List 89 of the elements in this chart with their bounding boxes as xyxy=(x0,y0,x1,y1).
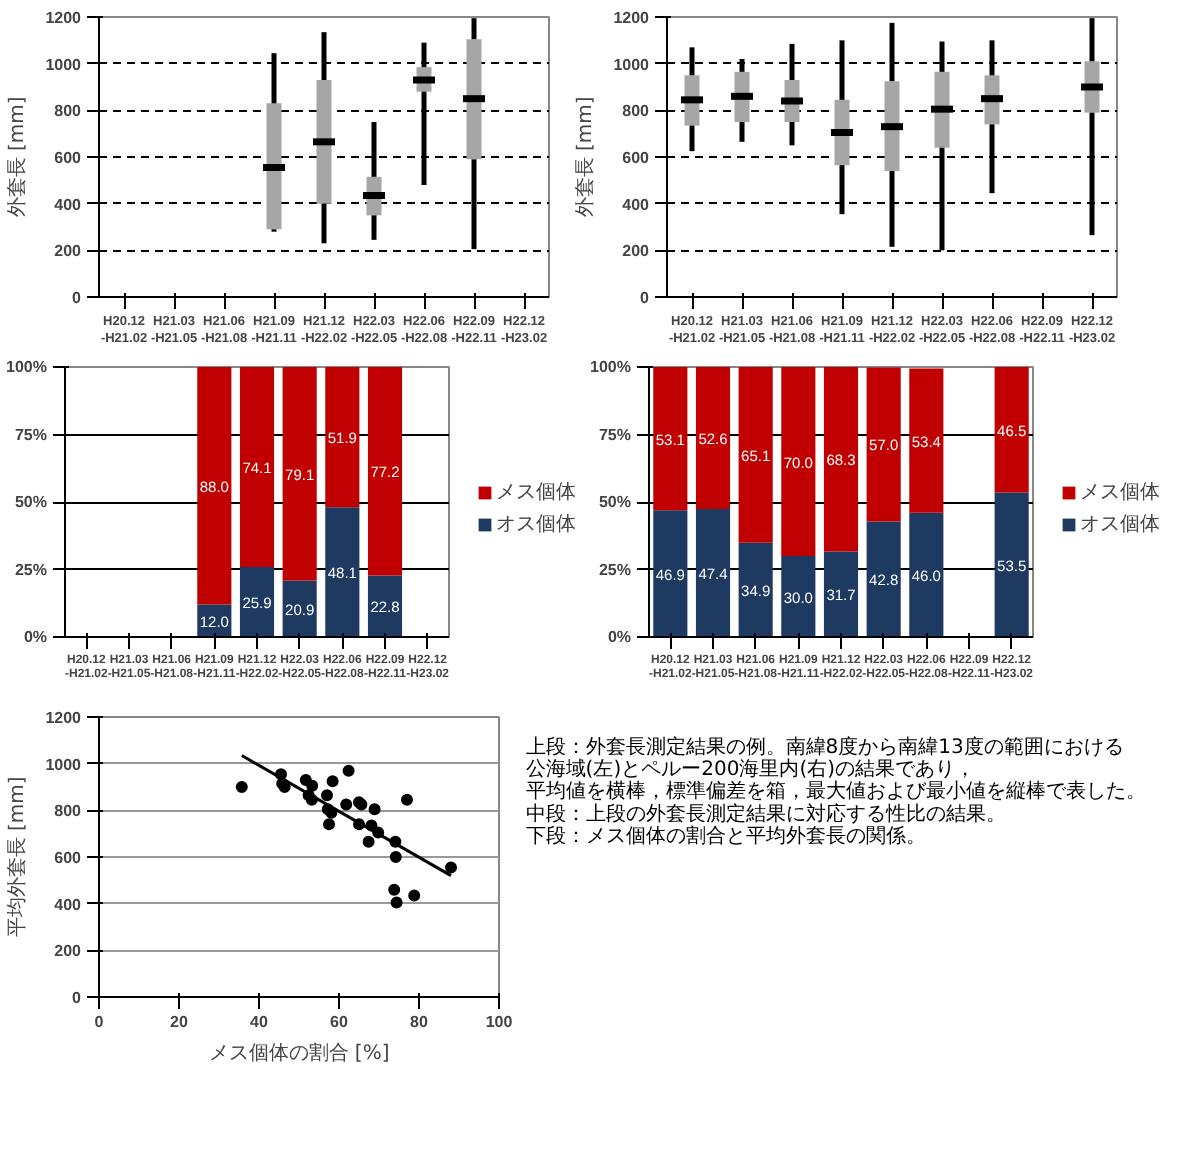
point xyxy=(340,798,353,811)
point xyxy=(342,764,355,777)
legend-label: オス個体 xyxy=(496,512,576,538)
y-tick-label: 200 xyxy=(622,242,651,261)
point xyxy=(235,781,248,793)
bar xyxy=(781,367,816,556)
bar xyxy=(239,367,275,568)
y-tick-label: 800 xyxy=(54,802,83,821)
legend-label: メス個体 xyxy=(496,480,576,506)
y-tick-label: 1000 xyxy=(45,55,83,74)
bar xyxy=(695,509,731,637)
bar xyxy=(823,367,859,552)
bar xyxy=(823,551,859,637)
bar xyxy=(695,367,731,510)
x-tick-label: 100 xyxy=(485,1013,514,1031)
point xyxy=(326,775,339,788)
y-tick-label: 1200 xyxy=(45,709,83,727)
x-tick-label: 0 xyxy=(94,1013,105,1031)
y-tick-label: 0 xyxy=(72,989,83,1007)
point xyxy=(362,835,375,848)
bar xyxy=(282,367,317,581)
y-tick-label: 400 xyxy=(54,195,83,214)
text: 下段：メス個体の割合と平均外套長の関係。 xyxy=(525,824,926,849)
y-tick-label: 200 xyxy=(54,242,83,261)
text: 公海域(左)とペルー200海里内(右)の結果であり， xyxy=(525,757,976,781)
text: 平均値を横棒，標準偏差を箱，最大値および最小値を縦棒で表した。 xyxy=(525,779,1146,804)
bar xyxy=(909,368,944,513)
y-tick-label: 400 xyxy=(54,895,83,914)
y-axis-title: 外套長 [mm] xyxy=(5,96,30,218)
y-tick-label: 800 xyxy=(54,102,83,121)
bar xyxy=(738,542,773,637)
y-tick-label: 800 xyxy=(622,102,651,121)
x-axis-title: メス個体の割合 [%] xyxy=(208,1041,390,1065)
bar xyxy=(239,567,275,637)
bar xyxy=(325,507,360,637)
point xyxy=(389,851,402,863)
bar xyxy=(909,512,944,637)
y-tick-label: 50% xyxy=(14,493,48,511)
point xyxy=(388,883,401,896)
y-tick-label: 75% xyxy=(14,425,48,444)
y-tick-label: 0% xyxy=(607,628,631,646)
y-tick-label: 25% xyxy=(14,560,48,579)
text: 中段：上段の外套長測定結果に対応する性比の結果。 xyxy=(525,801,1006,826)
y-tick-label: 600 xyxy=(622,149,651,167)
y-tick-label: 400 xyxy=(622,195,651,214)
y-tick-label: 75% xyxy=(598,425,632,444)
y-tick-label: 600 xyxy=(54,149,83,167)
bar xyxy=(325,367,360,508)
x-tick-label: 80 xyxy=(410,1013,429,1031)
point xyxy=(368,803,381,816)
bar xyxy=(197,367,232,605)
y-tick-label: 200 xyxy=(54,942,83,961)
y-tick-label: 100% xyxy=(6,358,48,376)
bar xyxy=(653,367,688,511)
text: 上段：外套長測定結果の例。南緯8度から南緯13度の範囲における xyxy=(525,734,1124,759)
point xyxy=(306,779,319,792)
y-tick-label: 1000 xyxy=(45,755,83,774)
bar xyxy=(781,556,816,637)
point xyxy=(323,818,335,831)
point xyxy=(408,889,421,902)
y-tick-label: 100% xyxy=(590,358,632,376)
bar xyxy=(367,367,403,576)
y-axis-title: 平均外套長 [mm] xyxy=(5,776,30,938)
bar xyxy=(994,492,1029,637)
bar xyxy=(994,367,1029,493)
point xyxy=(390,896,403,909)
y-tick-label: 50% xyxy=(598,493,632,511)
y-tick-label: 1200 xyxy=(45,9,83,27)
x-tick-label: 40 xyxy=(250,1013,269,1031)
bar xyxy=(738,367,773,543)
x-tick-label: 60 xyxy=(330,1013,349,1031)
y-tick-label: 0% xyxy=(23,628,47,646)
bar xyxy=(866,521,901,637)
point xyxy=(445,861,457,874)
y-tick-label: 1200 xyxy=(613,9,651,27)
y-tick-label: 0 xyxy=(640,289,651,307)
bar xyxy=(653,510,688,637)
x-tick-label: 20 xyxy=(170,1013,189,1031)
point xyxy=(401,793,413,806)
legend-label: メス個体 xyxy=(1080,480,1160,506)
bar xyxy=(866,367,901,522)
y-tick-label: 25% xyxy=(598,560,632,579)
bar xyxy=(367,575,403,637)
y-tick-label: 600 xyxy=(54,849,83,867)
y-tick-label: 1000 xyxy=(613,55,651,74)
point xyxy=(321,789,333,802)
y-tick-label: 0 xyxy=(72,289,83,307)
y-axis-title: 外套長 [mm] xyxy=(573,96,598,218)
legend-label: オス個体 xyxy=(1080,512,1160,538)
